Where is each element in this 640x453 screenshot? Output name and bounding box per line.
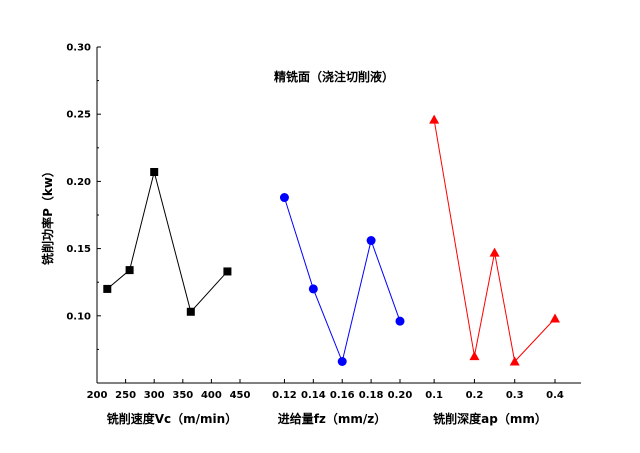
- x-tick-label: 0.2: [466, 390, 484, 401]
- y-tick-label: 0.15: [66, 244, 91, 255]
- x-tick-label: 0.20: [388, 390, 413, 401]
- axes-frame: [96, 47, 581, 384]
- y-tick-label: 0.30: [66, 43, 91, 54]
- y-axis-ticks: 0.10 0.15 0.20 0.25 0.30: [66, 43, 101, 350]
- x-axis-label-cutting-speed: 铣削速度Vc（m/min）: [107, 411, 237, 426]
- data-point-triangle: [429, 114, 440, 124]
- x-tick-label: 0.16: [330, 390, 355, 401]
- x-tick-label: 350: [172, 390, 193, 401]
- y-tick-label: 0.25: [66, 110, 91, 121]
- data-point-circle: [366, 236, 376, 246]
- y-tick-label: 0.10: [66, 311, 91, 322]
- data-point-square: [125, 266, 134, 275]
- series-line-cutting-speed: [106, 171, 228, 313]
- data-point-triangle: [469, 351, 480, 361]
- data-point-circle: [395, 316, 405, 326]
- x-tick-label: 0.14: [301, 390, 326, 401]
- x-tick-label: 0.1: [425, 390, 443, 401]
- data-point-square: [223, 267, 232, 276]
- y-tick-label: 0.20: [66, 177, 91, 188]
- x-tick-label: 0.12: [272, 390, 297, 401]
- data-point-circle: [308, 284, 318, 294]
- data-point-triangle: [509, 356, 520, 366]
- data-point-triangle: [550, 313, 560, 323]
- data-point-circle: [337, 356, 347, 366]
- x-tick-label: 0.18: [359, 390, 384, 401]
- series-cutting-speed: [103, 167, 232, 316]
- series-feed-per-tooth: [279, 193, 405, 366]
- x-tick-label: 400: [201, 390, 222, 401]
- data-point-square: [186, 307, 195, 316]
- series-cutting-depth: [429, 114, 560, 366]
- x-tick-label: 450: [230, 390, 251, 401]
- series-line-feed-per-tooth: [283, 197, 401, 364]
- data-point-circle: [279, 193, 289, 203]
- series-layer: [103, 114, 560, 366]
- x-tick-label: 250: [115, 390, 136, 401]
- series-line-cutting-depth: [433, 119, 556, 363]
- x-axis-label-cutting-depth: 铣削深度ap（mm）: [433, 411, 547, 426]
- chart-title: 精铣面（浇注切削液）: [274, 69, 394, 84]
- data-point-square: [150, 167, 159, 176]
- data-point-square: [103, 284, 112, 293]
- x-tick-label: 0.4: [546, 390, 564, 401]
- data-point-triangle: [489, 247, 500, 257]
- x-tick-label: 0.3: [506, 390, 524, 401]
- x-axis-ticks: 200 250 300 350 400 450 0.12 0.14 0.16 0.18 0.20 0.…: [87, 379, 564, 401]
- y-axis-label: 铣削功率P（kw）: [40, 165, 55, 265]
- x-tick-label: 300: [144, 390, 165, 401]
- x-axis-label-feed-per-tooth: 进给量fz（mm/z）: [278, 411, 387, 426]
- x-tick-label: 200: [87, 390, 108, 401]
